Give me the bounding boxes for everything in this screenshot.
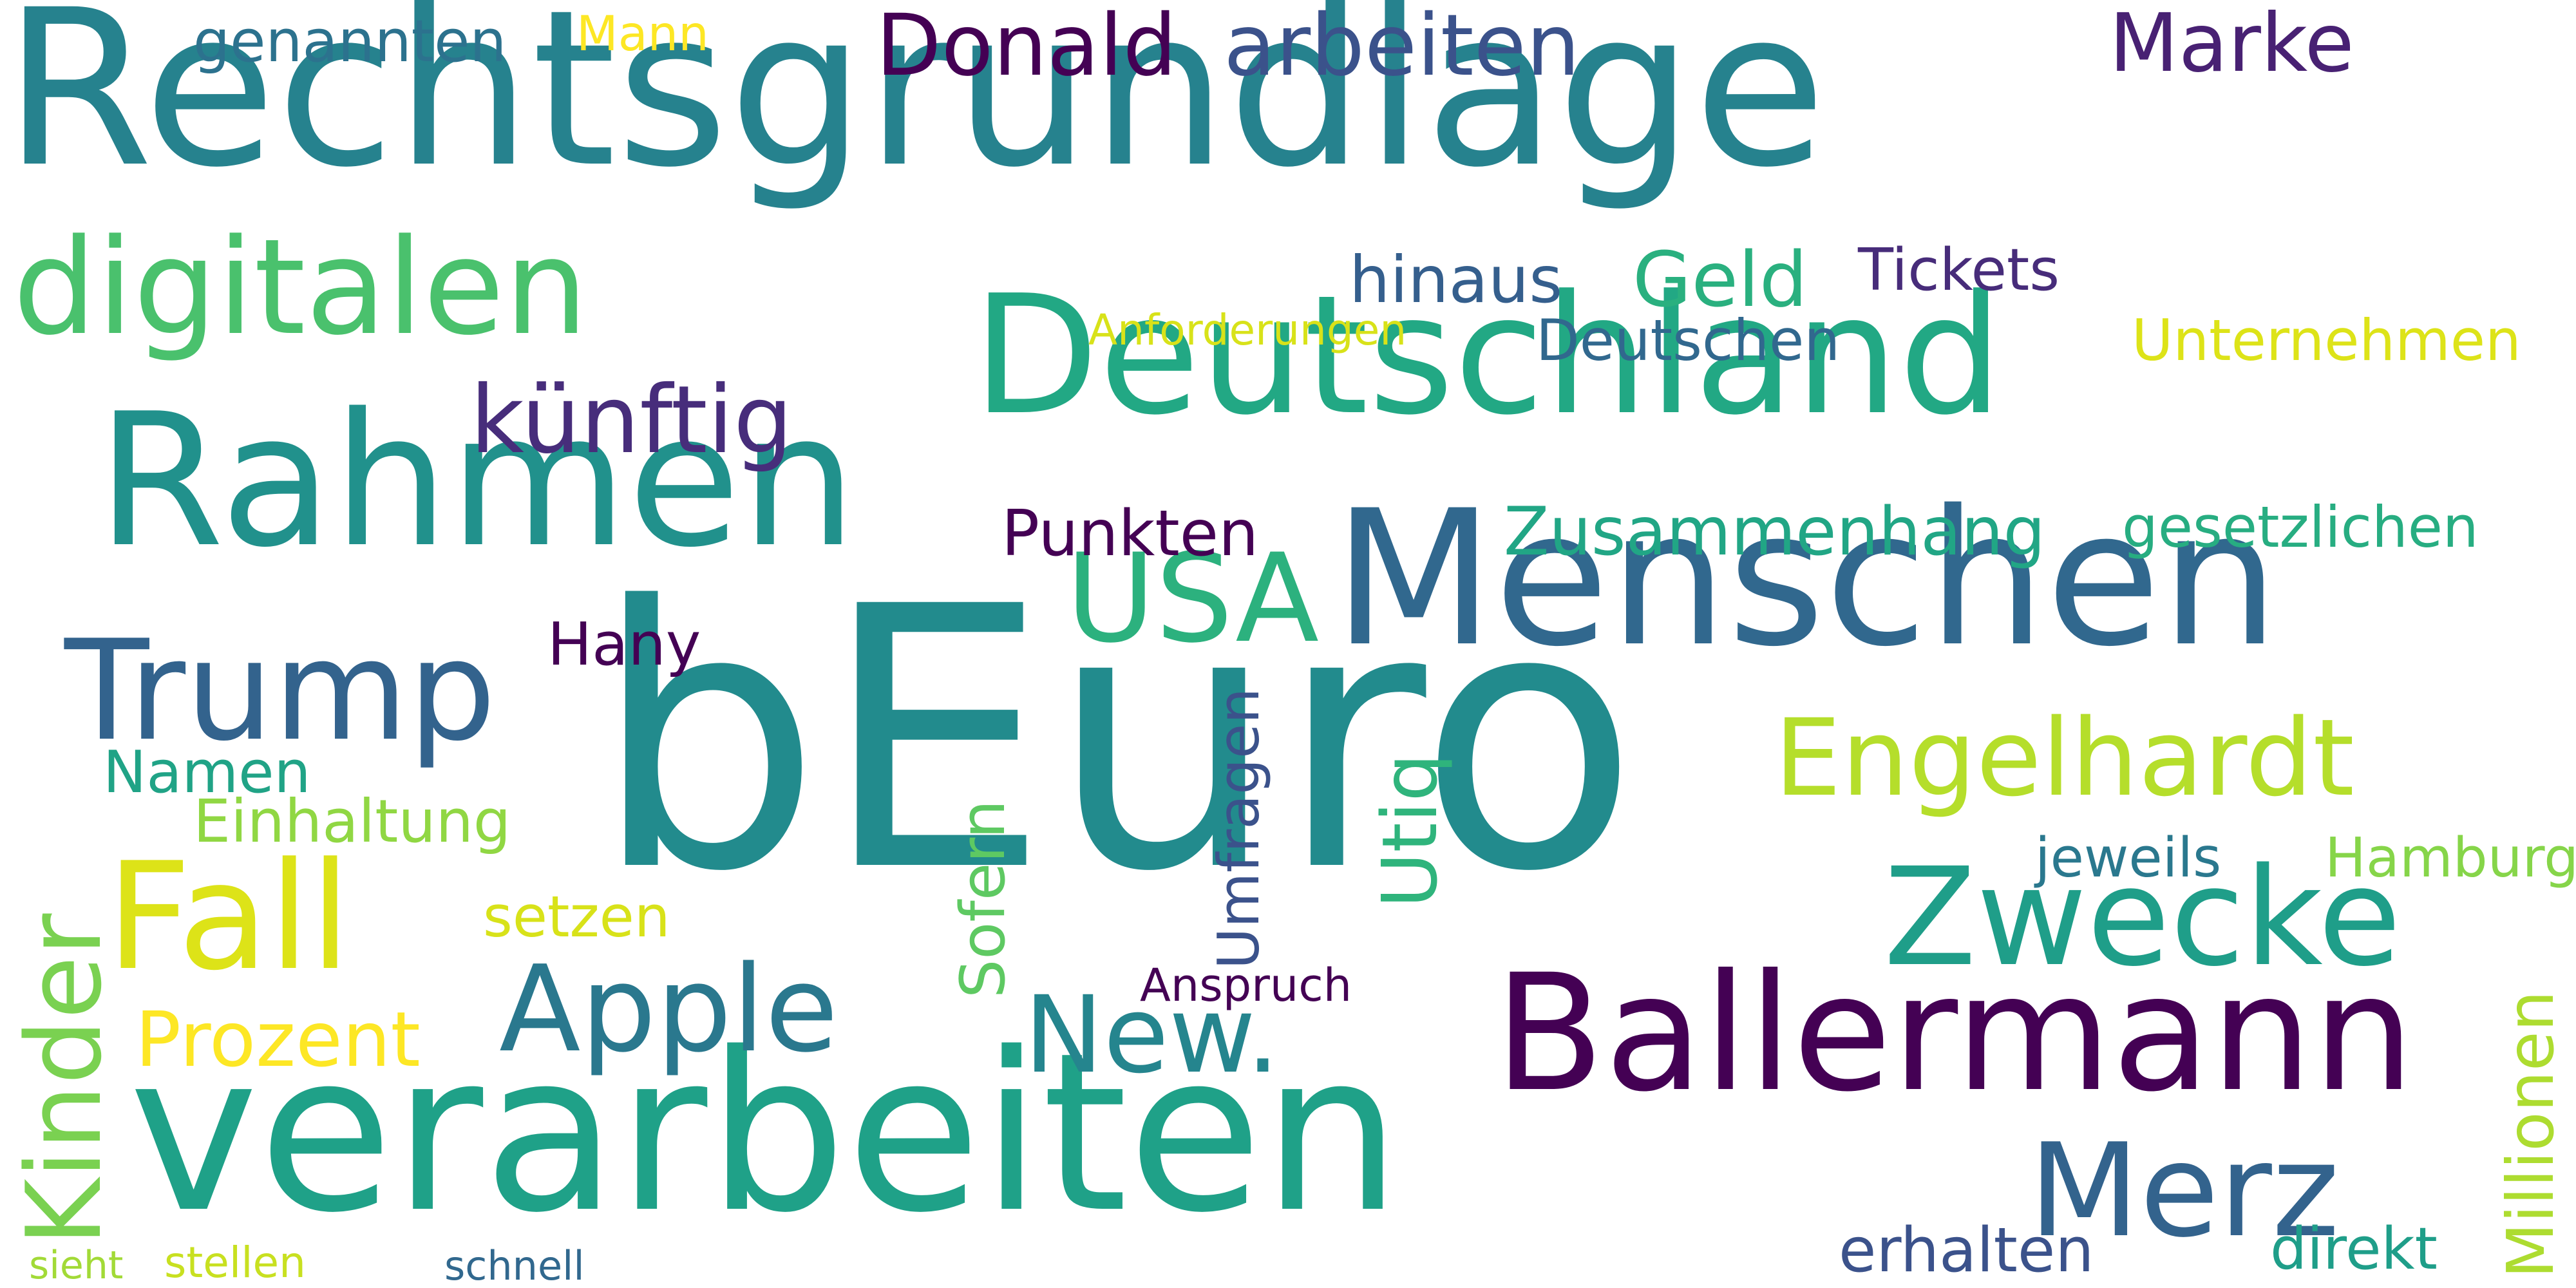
word-merz: Merz xyxy=(2029,1116,2340,1266)
word-apple: Apple xyxy=(499,940,838,1079)
word-prozent: Prozent xyxy=(135,995,421,1084)
word-unternehmen: Unternehmen xyxy=(2132,307,2521,374)
word-rechtsgrundlage: Rechtsgrundlage xyxy=(3,0,1826,215)
word-deutschen: Deutschen xyxy=(1536,307,1841,374)
word-verarbeiten: verarbeiten xyxy=(129,1006,1401,1261)
word-umfragen: Umfragen xyxy=(1206,688,1272,969)
word-genannten: genannten xyxy=(193,8,507,75)
word-marke: Marke xyxy=(2109,0,2354,90)
word-donald: Donald xyxy=(876,0,1177,95)
word-arbeiten: arbeiten xyxy=(1224,0,1580,95)
word-direkt: direkt xyxy=(2270,1215,2438,1283)
word-utiq: Utiq xyxy=(1365,753,1454,908)
word-engelhardt: Engelhardt xyxy=(1774,696,2354,820)
word-fall: Fall xyxy=(106,831,351,1003)
word-usa: USA xyxy=(1066,527,1320,670)
word-tickets: Tickets xyxy=(1858,236,2060,304)
word-jeweils: jeweils xyxy=(2035,826,2222,890)
word-schnell: schnell xyxy=(444,1242,585,1288)
word-hamburg: Hamburg xyxy=(2325,826,2576,890)
word-setzen: setzen xyxy=(483,884,670,950)
word-kinder: Kinder xyxy=(4,913,124,1246)
word-hinaus: hinaus xyxy=(1349,242,1563,317)
word-millionen: Millionen xyxy=(2493,990,2568,1278)
word-gesetzlichen: gesetzlichen xyxy=(2122,494,2479,560)
word-ballermann: Ballermann xyxy=(1494,940,2415,1127)
word-punkten: Punkten xyxy=(1001,497,1259,571)
word-new: New. xyxy=(1024,973,1280,1097)
word-sofern: Sofern xyxy=(948,800,1019,998)
word-rahmen: Rahmen xyxy=(97,374,857,588)
word-geld: Geld xyxy=(1633,235,1808,324)
word-hany: Hany xyxy=(547,610,701,679)
word-trump: Trump xyxy=(64,610,497,772)
word-mann: Mann xyxy=(576,5,709,62)
word-menschen: Menschen xyxy=(1333,471,2279,688)
word-sieht: sieht xyxy=(29,1243,124,1288)
word-beuro: bEuro xyxy=(592,531,1639,951)
word-zwecke: Zwecke xyxy=(1884,838,2401,996)
word-anforderungen: Anforderungen xyxy=(1088,305,1407,355)
word-einhaltung: Einhaltung xyxy=(193,787,511,856)
word-namen: Namen xyxy=(103,739,311,806)
word-anspruch: Anspruch xyxy=(1140,959,1352,1012)
word-stellen: stellen xyxy=(164,1238,306,1287)
word-digitalen: digitalen xyxy=(13,211,589,365)
word-deutschland: Deutschland xyxy=(972,260,2003,451)
word-erhalten: erhalten xyxy=(1839,1215,2094,1286)
word-zusammenhang: Zusammenhang xyxy=(1504,493,2045,571)
word-kuenftig: künftig xyxy=(470,366,793,475)
